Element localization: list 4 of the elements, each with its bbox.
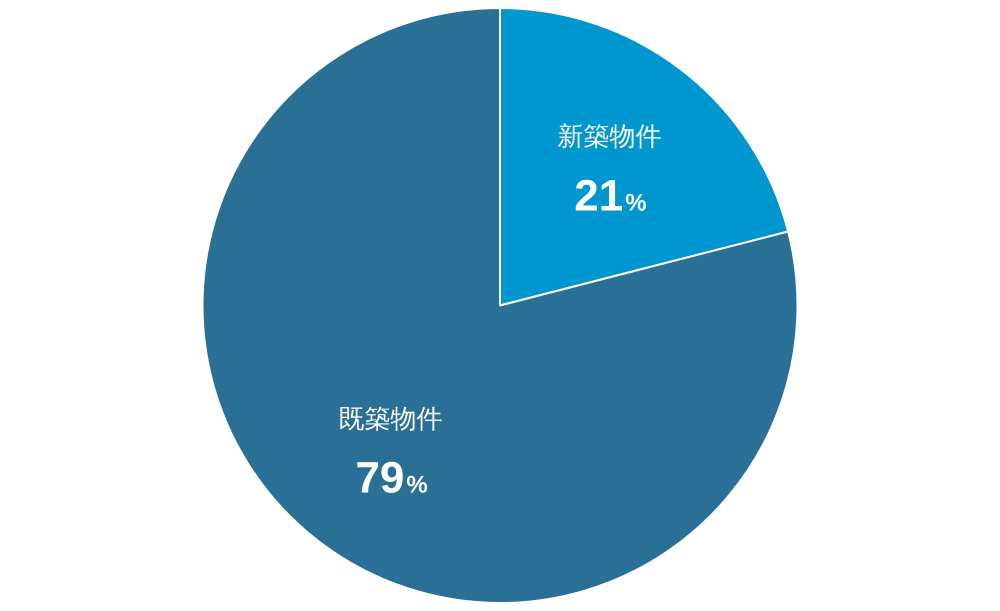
slice-label: 新築物件 (557, 122, 662, 152)
data-label: 21% (574, 171, 647, 220)
slice-label: 既築物件 (338, 404, 443, 434)
data-label: 79% (355, 454, 428, 503)
